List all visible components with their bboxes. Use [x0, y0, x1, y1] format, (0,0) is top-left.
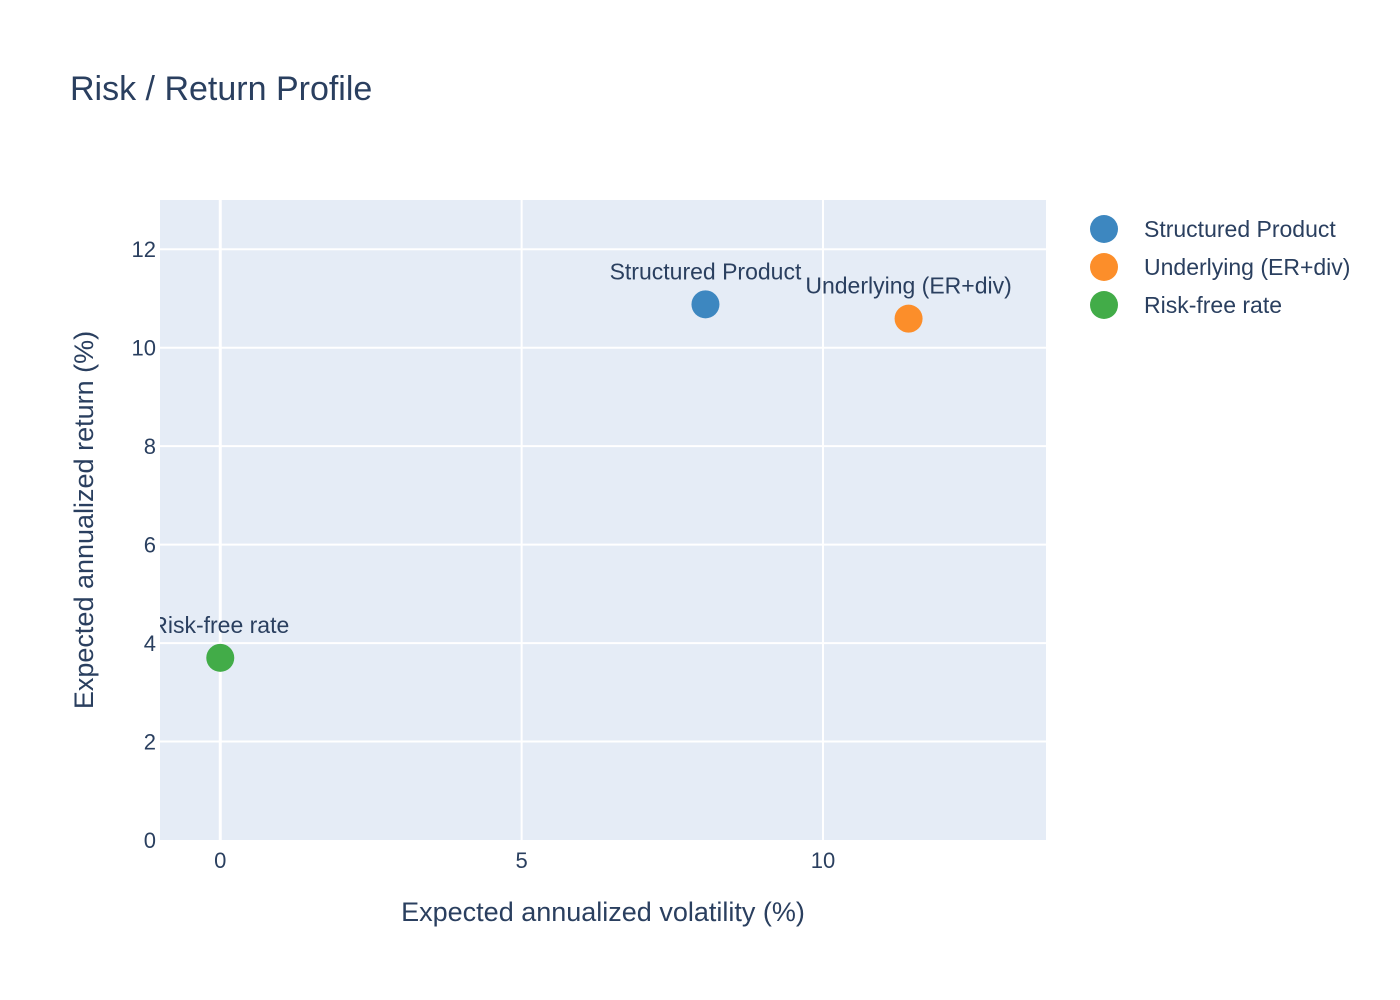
data-point-label: Underlying (ER+div) — [805, 273, 1011, 299]
x-tick-label: 0 — [214, 848, 226, 873]
data-points — [206, 290, 923, 672]
legend: Structured Product Underlying (ER+div) Ris… — [1090, 215, 1350, 319]
data-point-label: Risk-free rate — [151, 612, 289, 638]
data-point — [206, 643, 235, 672]
legend-marker — [1090, 215, 1118, 243]
x-tick-label: 5 — [516, 848, 528, 873]
y-tick-label: 12 — [132, 237, 156, 262]
y-axis-ticks: 0 2 4 6 8 10 12 — [132, 237, 156, 853]
chart-title: Risk / Return Profile — [70, 70, 372, 108]
gridlines — [160, 200, 1046, 840]
y-tick-label: 6 — [144, 533, 156, 558]
y-tick-label: 4 — [144, 631, 156, 656]
legend-entry: Structured Product — [1144, 216, 1336, 242]
y-tick-label: 10 — [132, 336, 156, 361]
y-axis-label: Expected annualized return (%) — [69, 331, 99, 709]
y-tick-label: 2 — [144, 730, 156, 755]
legend-entry: Underlying (ER+div) — [1144, 254, 1350, 280]
x-tick-label: 10 — [811, 848, 835, 873]
legend-marker — [1090, 291, 1118, 319]
y-tick-label: 8 — [144, 434, 156, 459]
data-point — [894, 304, 923, 333]
plot-area — [160, 200, 1046, 840]
x-axis-ticks: 0 5 10 — [214, 848, 835, 873]
legend-marker — [1090, 253, 1118, 281]
data-point-label: Structured Product — [610, 258, 802, 284]
y-tick-label: 0 — [144, 828, 156, 853]
data-point — [691, 290, 720, 319]
x-axis-label: Expected annualized volatility (%) — [401, 897, 805, 927]
legend-entry: Risk-free rate — [1144, 292, 1282, 318]
